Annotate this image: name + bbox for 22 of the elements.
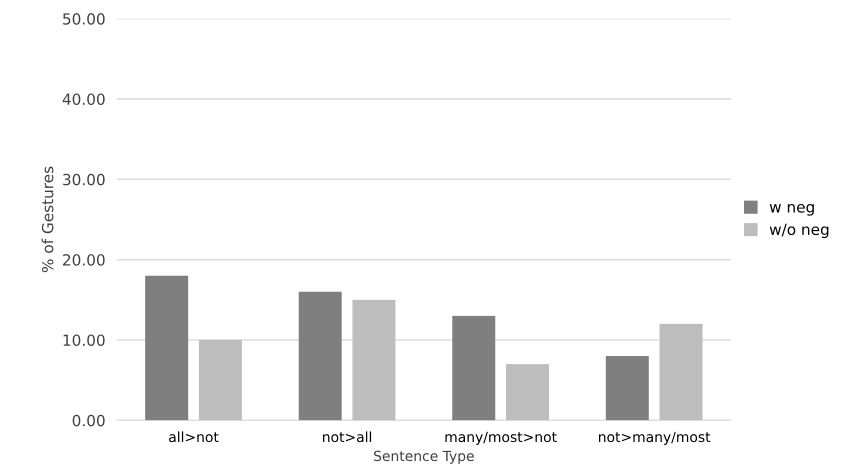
y-tick-label: 20.00 [63, 254, 105, 266]
y-tick-label: 30.00 [63, 174, 105, 186]
x-tick-label: all>not [169, 431, 219, 442]
y-axis-title: % of Gestures [42, 166, 54, 272]
bar [145, 276, 188, 420]
y-tick-label: 0.00 [72, 414, 105, 426]
y-tick-label: 40.00 [62, 93, 105, 106]
bar [298, 292, 342, 420]
bar [452, 316, 496, 420]
bar [660, 324, 703, 420]
legend-label: w/o neg [770, 224, 828, 238]
x-tick-label: not>all [323, 431, 372, 442]
bar [506, 364, 549, 420]
y-tick-label: 10.00 [64, 334, 105, 346]
x-axis-title: Sentence Type [374, 450, 474, 464]
x-tick-label: not>many/most [599, 432, 710, 445]
bar [352, 300, 396, 420]
y-tick-label: 50.00 [63, 13, 105, 25]
x-tick-label: many/most>not [445, 432, 557, 445]
bar [198, 340, 242, 420]
bar [606, 356, 649, 420]
legend-label: w neg [770, 204, 814, 216]
